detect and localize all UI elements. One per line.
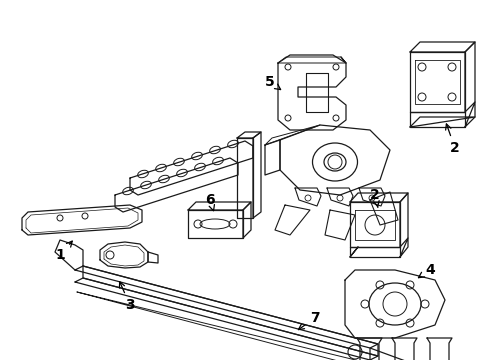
Text: 2: 2 [369,188,379,207]
Text: 6: 6 [205,193,214,211]
Text: 5: 5 [264,75,280,90]
Text: 2: 2 [445,124,459,155]
Text: 3: 3 [119,282,135,312]
Text: 1: 1 [55,241,72,262]
Text: 7: 7 [298,311,319,330]
Text: 4: 4 [418,263,434,278]
